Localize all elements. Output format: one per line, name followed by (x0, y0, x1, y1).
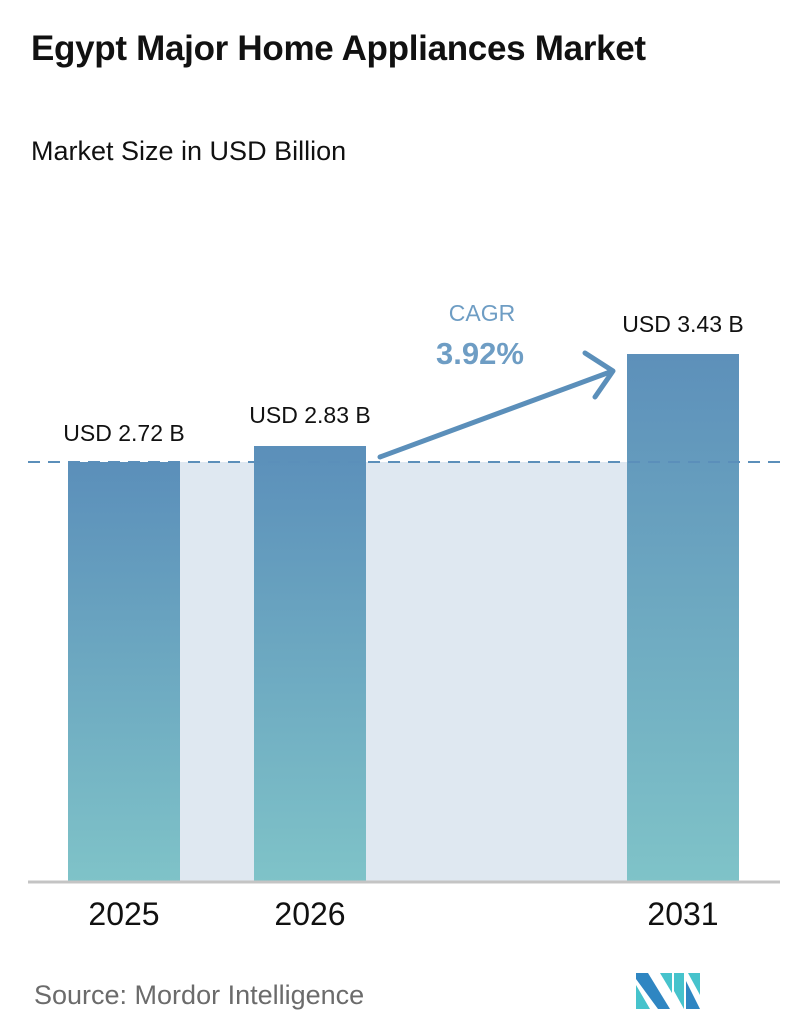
bar-value-label-2025: USD 2.72 B (63, 420, 185, 446)
bar-2031 (627, 354, 739, 882)
x-tick-2026: 2026 (274, 896, 346, 932)
mordor-intelligence-logo-icon (636, 973, 700, 1009)
bar-value-label-2031: USD 3.43 B (622, 311, 744, 337)
x-tick-2031: 2031 (647, 896, 719, 932)
source-text: Source: Mordor Intelligence (34, 980, 365, 1010)
bar-2026 (254, 446, 366, 882)
chart-subtitle: Market Size in USD Billion (31, 136, 347, 166)
bar-2025 (68, 462, 180, 882)
cagr-label: CAGR (448, 300, 516, 326)
band-area (180, 462, 627, 882)
x-tick-2025: 2025 (88, 896, 160, 932)
chart-title: Egypt Major Home Appliances Market (31, 29, 646, 68)
bar-value-label-2026: USD 2.83 B (249, 402, 371, 428)
cagr-value: 3.92% (436, 336, 524, 371)
cagr-arrow-icon (377, 350, 616, 460)
